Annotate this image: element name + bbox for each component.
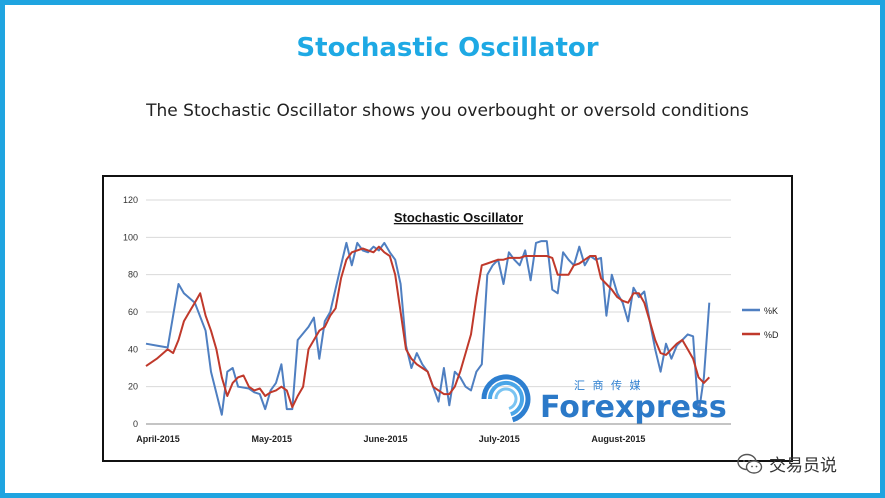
page-title: Stochastic Oscillator <box>296 33 599 63</box>
y-tick-label: 20 <box>128 382 138 392</box>
legend-label: %K <box>764 306 778 316</box>
y-tick-label: 120 <box>123 195 138 205</box>
x-tick-label: May-2015 <box>251 434 292 444</box>
chart-title: Stochastic Oscillator <box>394 210 523 225</box>
y-tick-label: 80 <box>128 270 138 280</box>
wechat-icon <box>737 453 763 474</box>
page-subtitle: The Stochastic Oscillator shows you over… <box>146 101 749 121</box>
x-tick-label: April-2015 <box>136 434 180 444</box>
x-tick-label: July-2015 <box>479 434 520 444</box>
legend-label: %D <box>764 330 779 340</box>
logo-swirl <box>487 380 524 417</box>
logo-swirl <box>494 387 518 410</box>
y-tick-label: 60 <box>128 307 138 317</box>
brand-name: Forexpress <box>540 390 727 425</box>
logo-swirl <box>481 374 531 423</box>
wechat-watermark: 交易员说 <box>737 451 837 476</box>
y-tick-label: 40 <box>128 344 138 354</box>
y-tick-label: 0 <box>133 419 138 429</box>
brand-cn: 汇 商 传 媒 <box>574 378 643 392</box>
chart-container: 0 20 40 60 80 100 120 April-2015 May-2015 June-20… <box>102 175 793 462</box>
x-tick-label: June-2015 <box>363 434 407 444</box>
wechat-label: 交易员说 <box>769 456 837 476</box>
series-line-d <box>145 245 711 409</box>
x-tick-label: August-2015 <box>591 434 645 444</box>
stochastic-chart: 0 20 40 60 80 100 120 April-2015 May-2015 June-20… <box>123 195 779 444</box>
forexpress-logo <box>481 374 531 423</box>
y-tick-label: 100 <box>123 232 138 242</box>
